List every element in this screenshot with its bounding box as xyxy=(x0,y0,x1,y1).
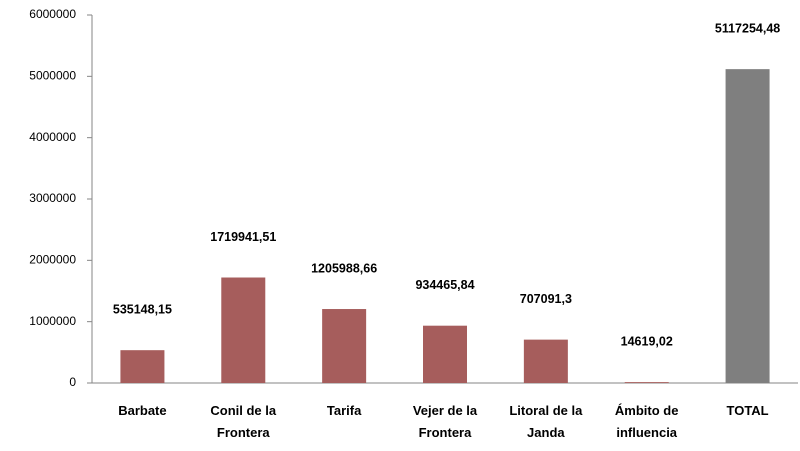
y-tick-label: 4000000 xyxy=(29,130,76,144)
x-tick-label: Ámbito de influencia xyxy=(614,403,679,440)
bar xyxy=(120,350,165,383)
value-label: 14619,02 xyxy=(621,334,673,348)
value-label: 934465,84 xyxy=(415,278,474,292)
x-tick-label: Vejer de la Frontera xyxy=(412,403,478,440)
bar xyxy=(322,309,367,383)
bar xyxy=(221,277,266,383)
value-label: 5117254,48 xyxy=(715,21,780,35)
y-tick-label: 1000000 xyxy=(29,314,76,328)
bar xyxy=(423,325,467,383)
x-tick-label: Tarifa xyxy=(326,403,362,418)
x-tick-label: Barbate xyxy=(118,403,167,418)
y-tick-label: 0 xyxy=(69,375,76,389)
y-tick-label: 2000000 xyxy=(29,253,76,267)
bar xyxy=(624,382,669,383)
value-label: 1205988,66 xyxy=(311,261,377,275)
x-tick-label: TOTAL xyxy=(726,403,769,418)
y-tick-label: 5000000 xyxy=(29,69,76,83)
x-tick-label: Conil de la Frontera xyxy=(210,403,277,440)
value-label: 707091,3 xyxy=(520,292,572,306)
value-label: 1719941,51 xyxy=(210,230,276,244)
bar xyxy=(725,69,770,383)
x-tick-label: Litoral de la Janda xyxy=(509,403,583,440)
value-label: 535148,15 xyxy=(113,302,172,316)
bar xyxy=(523,339,568,383)
y-tick-label: 3000000 xyxy=(29,191,76,205)
y-tick-label: 6000000 xyxy=(29,7,76,21)
